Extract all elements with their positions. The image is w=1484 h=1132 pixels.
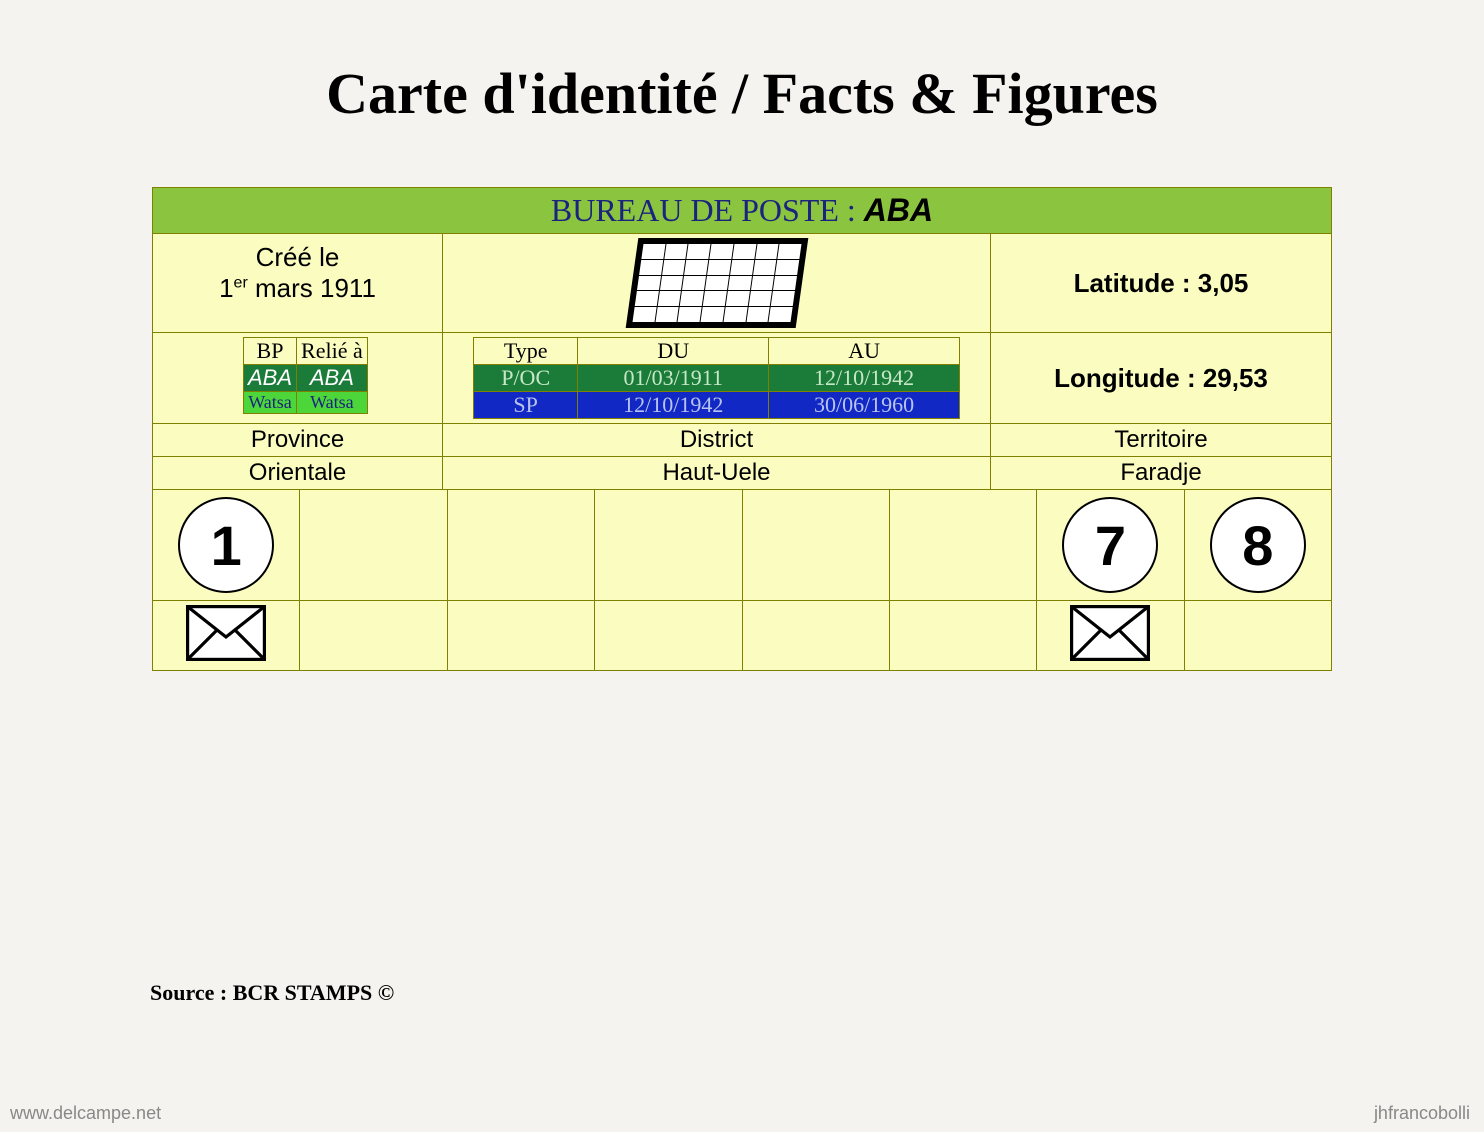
num-badge-7: 7 [1062, 497, 1158, 593]
row-admin-labels: Province District Territoire [153, 424, 1331, 457]
created-label: Créé le [157, 242, 438, 273]
links-r1-bp: Watsa [244, 392, 297, 414]
links-r1-relie: Watsa [297, 392, 368, 414]
env-cell-2 [448, 601, 595, 670]
watermark-left: www.delcampe.net [10, 1103, 161, 1124]
envelope-icon [185, 605, 267, 666]
periods-col-au: AU [769, 338, 960, 365]
periods-r1-du: 12/10/1942 [578, 392, 769, 419]
district-label: District [443, 424, 991, 456]
num-cell-7: 8 [1185, 490, 1331, 600]
num-cell-3 [595, 490, 742, 600]
bureau-header: BUREAU DE POSTE : ABA [153, 188, 1331, 234]
periods-r1-au: 30/06/1960 [769, 392, 960, 419]
territoire-label: Territoire [991, 424, 1331, 456]
links-r0-bp: ABA [244, 365, 297, 392]
env-cell-1 [300, 601, 447, 670]
num-badge-1: 1 [178, 497, 274, 593]
bureau-name: ABA [864, 192, 933, 228]
num-cell-0: 1 [153, 490, 300, 600]
env-cell-6 [1037, 601, 1184, 670]
row-numbers: 1 7 8 [153, 490, 1331, 600]
row-envelopes [153, 600, 1331, 670]
num-cell-4 [743, 490, 890, 600]
periods-col-du: DU [578, 338, 769, 365]
province-label: Province [153, 424, 443, 456]
envelope-icon [1069, 605, 1151, 666]
links-table: BP Relié à ABA ABA Watsa Watsa [243, 337, 368, 414]
row-tables-lon: BP Relié à ABA ABA Watsa Watsa Type DU A… [153, 333, 1331, 424]
env-cell-4 [743, 601, 890, 670]
links-cell: BP Relié à ABA ABA Watsa Watsa [153, 333, 443, 423]
calendar-cell [443, 234, 991, 332]
periods-r0-au: 12/10/1942 [769, 365, 960, 392]
links-r0-relie: ABA [297, 365, 368, 392]
num-cell-6: 7 [1037, 490, 1184, 600]
calendar-icon [625, 238, 808, 328]
district-value: Haut-Uele [443, 457, 991, 489]
row-created-lat: Créé le 1er mars 1911 Latitude : 3,05 [153, 234, 1331, 333]
links-col-bp: BP [244, 338, 297, 365]
bureau-prefix: BUREAU DE POSTE : [551, 192, 864, 228]
watermark-right: jhfrancobolli [1374, 1103, 1470, 1124]
created-date: 1er mars 1911 [157, 273, 438, 304]
env-cell-3 [595, 601, 742, 670]
periods-r0-du: 01/03/1911 [578, 365, 769, 392]
province-value: Orientale [153, 457, 443, 489]
num-cell-5 [890, 490, 1037, 600]
row-admin-values: Orientale Haut-Uele Faradje [153, 457, 1331, 490]
num-cell-1 [300, 490, 447, 600]
page-title: Carte d'identité / Facts & Figures [0, 0, 1484, 187]
env-cell-5 [890, 601, 1037, 670]
periods-table: Type DU AU P/OC 01/03/1911 12/10/1942 SP… [473, 337, 960, 419]
periods-r1-type: SP [474, 392, 578, 419]
num-cell-2 [448, 490, 595, 600]
longitude-cell: Longitude : 29,53 [991, 333, 1331, 423]
latitude-cell: Latitude : 3,05 [991, 234, 1331, 332]
links-col-relie: Relié à [297, 338, 368, 365]
env-cell-0 [153, 601, 300, 670]
created-cell: Créé le 1er mars 1911 [153, 234, 443, 332]
num-badge-8: 8 [1210, 497, 1306, 593]
facts-card: BUREAU DE POSTE : ABA Créé le 1er mars 1… [152, 187, 1332, 671]
source-text: Source : BCR STAMPS © [150, 980, 394, 1006]
territoire-value: Faradje [991, 457, 1331, 489]
periods-col-type: Type [474, 338, 578, 365]
periods-r0-type: P/OC [474, 365, 578, 392]
periods-cell: Type DU AU P/OC 01/03/1911 12/10/1942 SP… [443, 333, 991, 423]
env-cell-7 [1185, 601, 1331, 670]
